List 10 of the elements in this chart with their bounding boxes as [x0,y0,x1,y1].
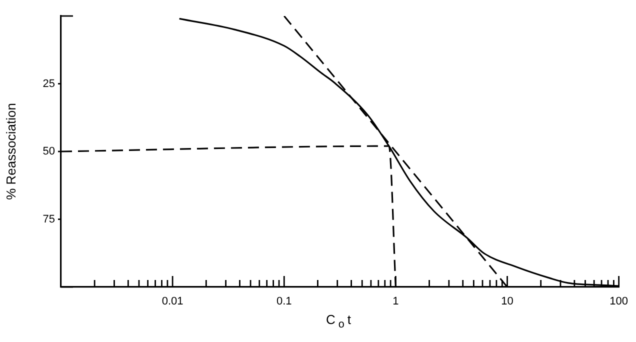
x-tick-label: 1 [392,296,399,308]
y-tick-label: 75 [42,213,55,226]
x-tick-label: 0.1 [276,296,292,308]
x-axis-title: C$_{o}$t [324,312,356,331]
x-tick-label: 10 [501,296,514,308]
y-axis-title: % Reassociation [3,103,18,200]
y-tick-label: 25 [42,78,55,90]
y-tick-label: 50 [42,146,55,158]
x-tick-label: 0.01 [162,296,184,308]
x-tick-label: 100 [610,296,628,308]
